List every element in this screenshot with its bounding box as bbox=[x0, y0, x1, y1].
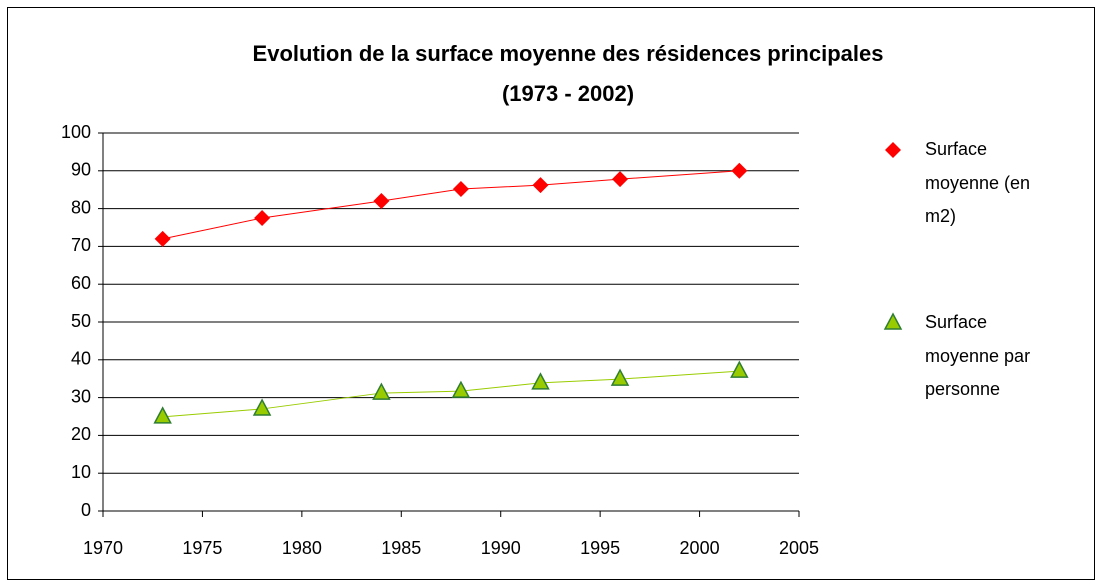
point bbox=[531, 372, 550, 390]
y-tick-label: 90 bbox=[71, 160, 91, 180]
x-tick-label: 2000 bbox=[680, 538, 720, 558]
y-tick-label: 50 bbox=[71, 311, 91, 331]
y-tick-label: 30 bbox=[71, 386, 91, 406]
legend-label: Surface moyenne par personne bbox=[925, 312, 1031, 399]
point bbox=[731, 162, 748, 179]
legend-marker bbox=[885, 142, 901, 158]
point bbox=[254, 210, 271, 227]
point bbox=[452, 180, 469, 197]
y-tick-label: 80 bbox=[71, 197, 91, 217]
point bbox=[610, 368, 630, 386]
y-tick-label: 0 bbox=[81, 500, 91, 520]
point bbox=[451, 380, 471, 398]
x-tick-label: 1970 bbox=[83, 538, 123, 558]
legend-label: Surface moyenne (en m2) bbox=[925, 139, 1031, 226]
x-tick-label: 2005 bbox=[779, 538, 819, 558]
x-tick-label: 1990 bbox=[481, 538, 521, 558]
chart-border bbox=[7, 7, 1095, 580]
x-tick-label: 1975 bbox=[182, 538, 222, 558]
point bbox=[730, 360, 749, 378]
legend-marker bbox=[883, 312, 903, 330]
point bbox=[373, 193, 390, 210]
chart-title: Evolution de la surface moyenne des rési… bbox=[253, 41, 884, 66]
x-tick-label: 1995 bbox=[580, 538, 620, 558]
y-tick-label: 20 bbox=[71, 424, 91, 444]
point bbox=[252, 398, 272, 416]
x-tick-label: 1985 bbox=[381, 538, 421, 558]
y-tick-label: 40 bbox=[71, 349, 91, 369]
x-tick-label: 1980 bbox=[282, 538, 322, 558]
point bbox=[153, 406, 172, 424]
point bbox=[372, 382, 391, 400]
point bbox=[532, 177, 549, 194]
point bbox=[154, 230, 171, 247]
y-tick-label: 10 bbox=[71, 462, 91, 482]
y-tick-label: 100 bbox=[61, 122, 91, 142]
y-tick-label: 60 bbox=[71, 273, 91, 293]
chart-subtitle: (1973 - 2002) bbox=[502, 81, 634, 106]
point bbox=[612, 171, 629, 188]
y-tick-label: 70 bbox=[71, 235, 91, 255]
